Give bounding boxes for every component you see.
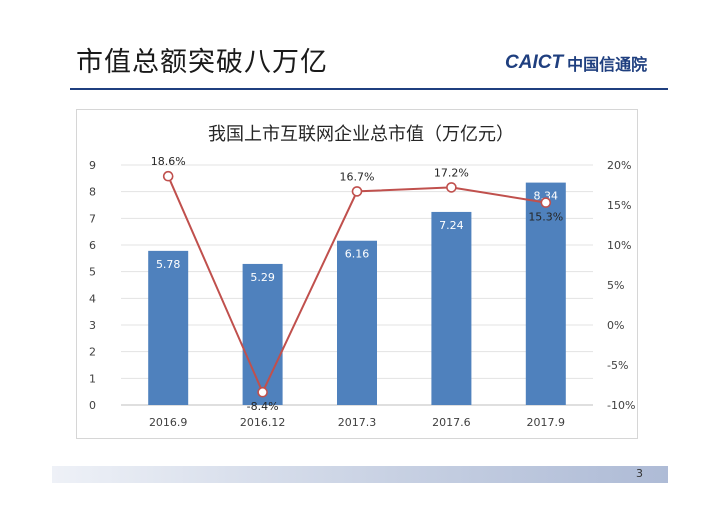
x-tick-label: 2016.9 — [149, 416, 188, 429]
line-value-label: 17.2% — [434, 166, 469, 179]
y2-tick-label: 15% — [607, 199, 631, 212]
y-tick-label: 7 — [89, 212, 96, 225]
x-tick-label: 2017.9 — [527, 416, 566, 429]
bar-value-label: 6.16 — [345, 248, 370, 261]
y-tick-label: 6 — [89, 239, 96, 252]
y2-tick-label: -10% — [607, 399, 635, 412]
bar-value-label: 7.24 — [439, 219, 464, 232]
line-point — [351, 186, 363, 197]
x-tick-label: 2017.6 — [432, 416, 471, 429]
bar-value-label: 8.34 — [534, 190, 559, 203]
bar — [148, 250, 189, 405]
market-value-chart: 我国上市互联网企业总市值（万亿元） 0 1 2 3 4 5 6 7 8 9 -10% -5% 0% 5% 1… — [89, 124, 635, 429]
y-tick-label: 9 — [89, 159, 96, 172]
logo-mark: CAICT — [505, 52, 564, 73]
chart-frame: 我国上市互联网企业总市值（万亿元） 0 1 2 3 4 5 6 7 8 9 -10% -5% 0% 5% 1… — [76, 109, 638, 439]
y2-tick-label: -5% — [607, 359, 628, 372]
bar-value-label: 5.29 — [250, 271, 275, 284]
y2-tick-label: 0% — [607, 319, 624, 332]
y-tick-label: 4 — [89, 292, 96, 305]
logo-text: 中国信通院 — [567, 55, 648, 74]
bar — [337, 240, 377, 405]
bar — [242, 263, 283, 405]
line-point — [446, 182, 457, 193]
y-tick-label: 8 — [89, 186, 96, 199]
x-tick-label: 2016.12 — [240, 416, 286, 429]
x-tick-label: 2017.3 — [338, 416, 377, 429]
y2-tick-label: 5% — [607, 279, 624, 292]
y2-tick-label: 20% — [607, 159, 631, 172]
line-value-label: -8.4% — [247, 400, 279, 413]
line-point — [540, 197, 552, 208]
y-tick-label: 0 — [89, 399, 96, 412]
caict-logo: CAICT 中国信通院 — [505, 52, 647, 74]
y-tick-label: 1 — [89, 372, 96, 385]
title-divider — [70, 88, 668, 90]
line-value-label: 15.3% — [528, 211, 563, 224]
line-point — [257, 386, 268, 398]
page-number: 3 — [636, 467, 643, 480]
line-value-label: 18.6% — [151, 155, 186, 168]
y-tick-label: 3 — [89, 319, 96, 332]
y-tick-label: 2 — [89, 346, 96, 359]
chart-title: 我国上市互联网企业总市值（万亿元） — [208, 124, 514, 145]
line-point — [162, 170, 174, 182]
bar-value-label: 5.78 — [156, 258, 181, 271]
y-tick-label: 5 — [89, 266, 96, 279]
y2-tick-label: 10% — [607, 239, 631, 252]
slide-title: 市值总额突破八万亿 — [76, 47, 328, 78]
bar — [525, 182, 566, 405]
bar — [431, 211, 472, 405]
footer-bar — [52, 466, 668, 483]
line-value-label: 16.7% — [340, 170, 375, 183]
